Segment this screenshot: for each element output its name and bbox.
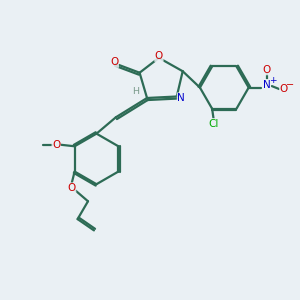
Text: O: O [262,65,271,75]
Text: O: O [52,140,60,150]
Text: O: O [110,57,118,67]
Text: Cl: Cl [208,118,219,129]
Text: −: − [286,80,294,90]
Text: O: O [155,51,163,62]
Text: N: N [262,80,270,90]
Text: N: N [177,93,185,103]
Text: O: O [68,183,76,193]
Text: H: H [132,87,139,96]
Text: +: + [269,76,277,85]
Text: O: O [280,84,288,94]
